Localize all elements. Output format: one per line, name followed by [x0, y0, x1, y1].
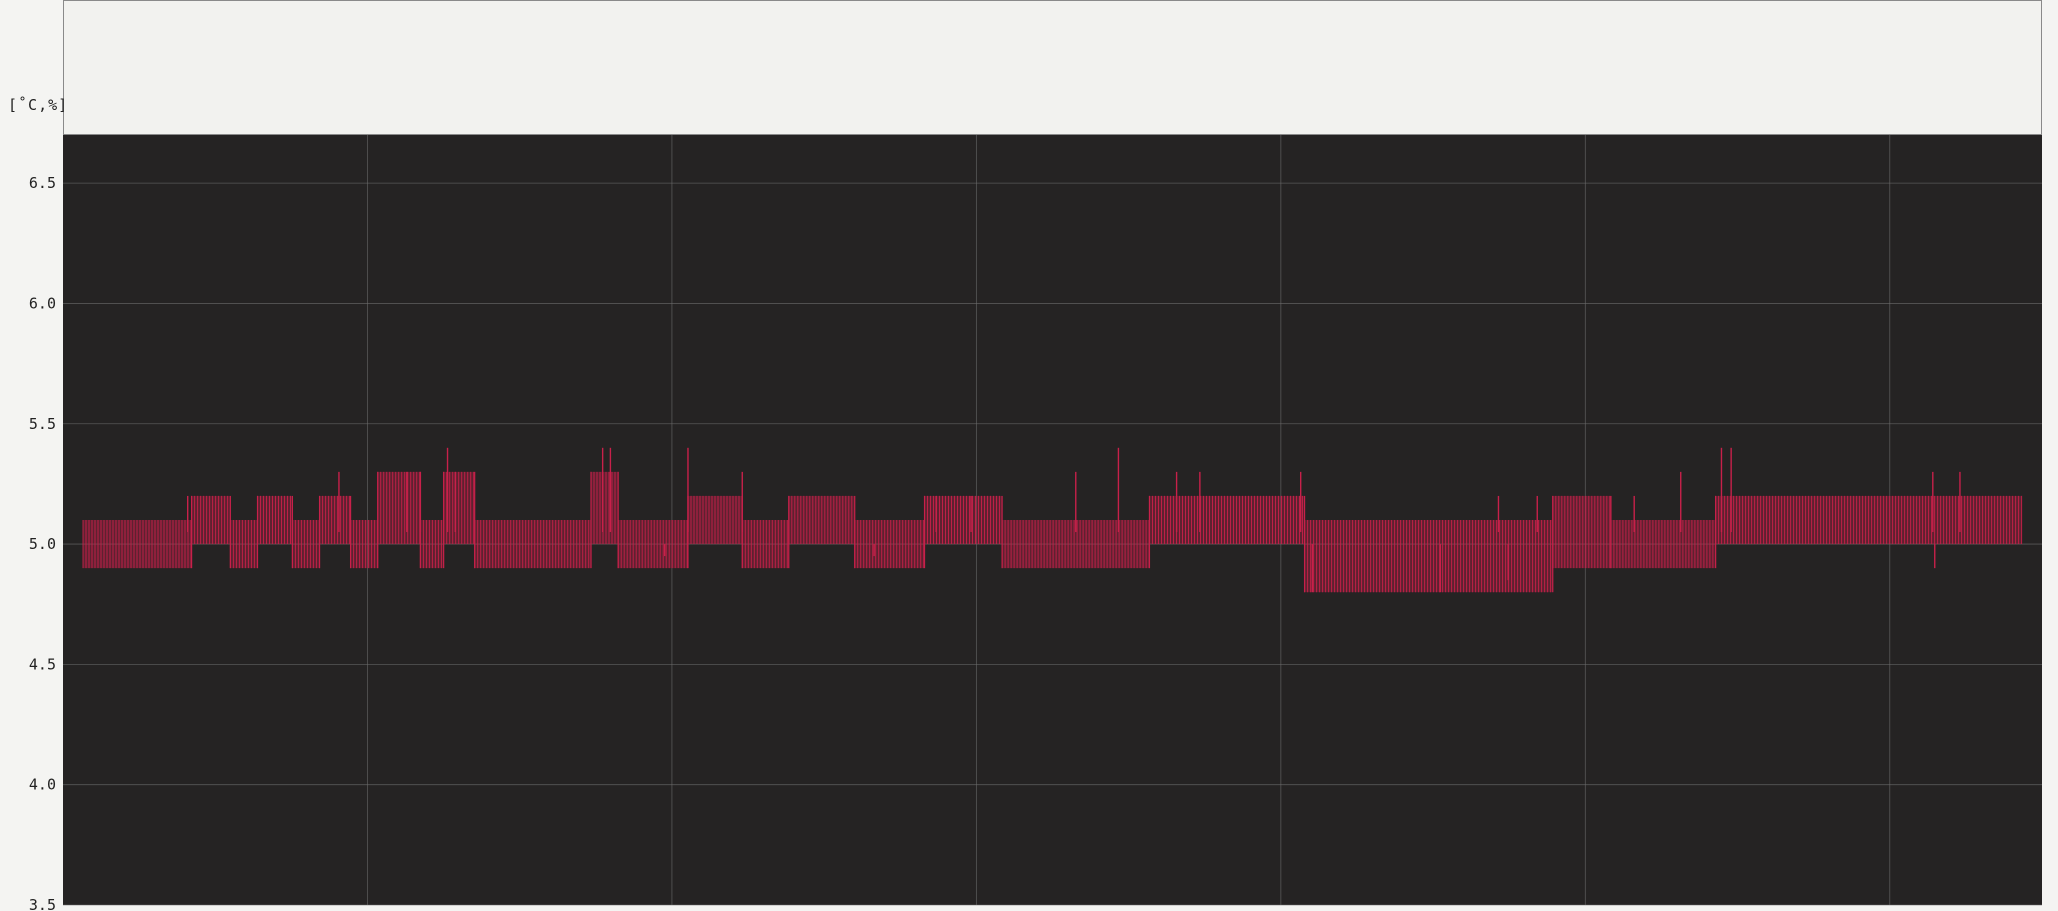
- series-band: [191, 495, 231, 545]
- series-band-fill: [854, 520, 925, 569]
- series-band: [617, 520, 688, 569]
- series-band: [419, 520, 444, 569]
- series-layer: [82, 447, 2023, 593]
- y-tick-label: 6.5: [29, 174, 56, 192]
- chart-header-panel: [63, 0, 2042, 135]
- series-oscillation: [377, 471, 421, 545]
- series-band: [377, 471, 421, 545]
- series-band-fill: [292, 520, 320, 569]
- series-band: [687, 495, 743, 545]
- series-band: [1552, 495, 1611, 569]
- series-band: [788, 495, 855, 545]
- series-band-fill: [591, 471, 619, 545]
- series-oscillation: [82, 520, 192, 569]
- y-tick-labels: 6.5 6.0 5.5 5.0 4.5 4.0 3.5: [29, 174, 56, 911]
- series-band-fill: [742, 520, 789, 569]
- series-band-fill: [1610, 520, 1716, 569]
- series-band-fill: [474, 520, 592, 569]
- series-band: [1149, 495, 1305, 545]
- y-tick-label: 4.0: [29, 776, 56, 794]
- series-band: [474, 520, 592, 569]
- series-band: [443, 471, 475, 545]
- y-tick-label: 3.5: [29, 896, 56, 911]
- series-band: [291, 520, 320, 569]
- y-axis-unit-label: [˚C,%]: [8, 96, 69, 114]
- series-band: [741, 520, 789, 569]
- series-band: [1304, 520, 1553, 593]
- series-band-fill: [1304, 520, 1553, 593]
- series-band: [229, 520, 258, 569]
- series-band-fill: [350, 520, 378, 569]
- series-band: [1610, 520, 1716, 569]
- series-band: [924, 495, 1003, 545]
- series-band: [1715, 495, 2023, 545]
- series-oscillation: [1610, 520, 1714, 569]
- series-band: [590, 471, 619, 545]
- y-tick-label: 5.0: [29, 535, 56, 553]
- series-band: [257, 495, 293, 545]
- series-band: [319, 495, 351, 545]
- series-band: [82, 520, 192, 569]
- y-tick-label: 4.5: [29, 655, 56, 673]
- series-band: [854, 520, 925, 569]
- y-tick-label: 6.0: [29, 294, 56, 312]
- series-band-fill: [230, 520, 258, 569]
- series-band-fill: [618, 520, 688, 569]
- series-band: [350, 520, 379, 569]
- y-tick-label: 5.5: [29, 415, 56, 433]
